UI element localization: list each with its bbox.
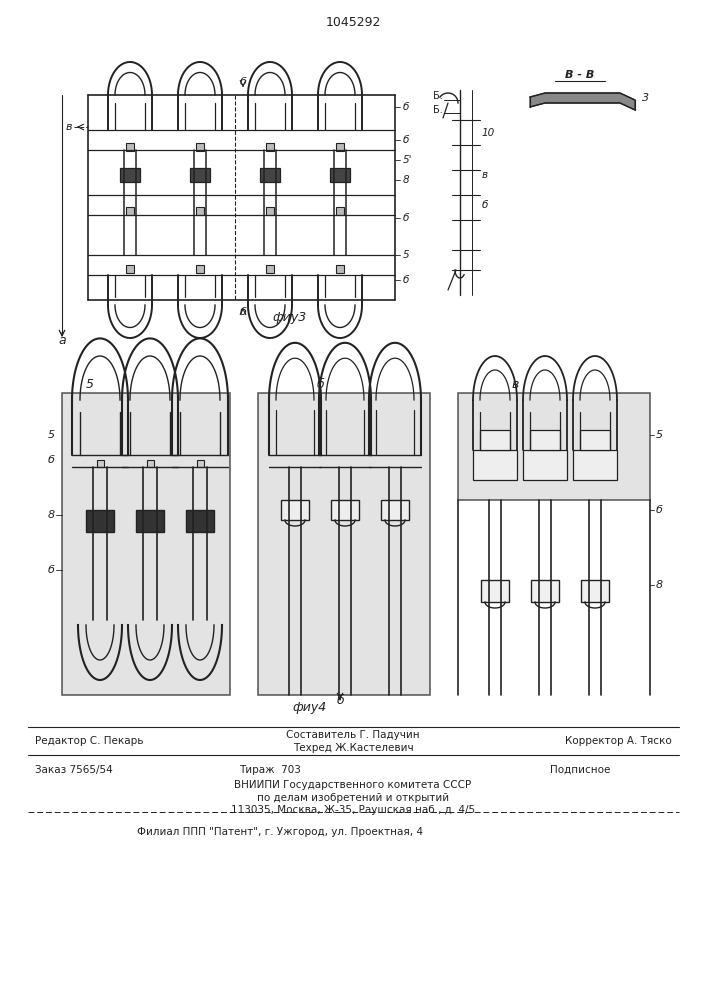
Bar <box>266 207 274 215</box>
Text: Заказ 7565/54: Заказ 7565/54 <box>35 765 112 775</box>
Bar <box>190 168 210 182</box>
Text: Филиал ППП "Патент", г. Ужгород, ул. Проектная, 4: Филиал ППП "Патент", г. Ужгород, ул. Про… <box>137 827 423 837</box>
Text: б: б <box>403 135 409 145</box>
Text: Подписное: Подписное <box>550 765 610 775</box>
Polygon shape <box>530 93 635 110</box>
Bar <box>336 207 344 215</box>
Text: б: б <box>240 77 247 87</box>
Text: по делам изобретений и открытий: по делам изобретений и открытий <box>257 793 449 803</box>
Text: фиу3: фиу3 <box>273 312 307 324</box>
Text: Редактор С. Пекарь: Редактор С. Пекарь <box>35 736 144 746</box>
Bar <box>196 265 204 273</box>
Text: 8: 8 <box>403 175 409 185</box>
Bar <box>197 460 204 467</box>
Bar <box>473 450 517 480</box>
Bar <box>266 265 274 273</box>
Text: 5': 5' <box>403 155 412 165</box>
Bar <box>523 450 567 480</box>
Text: в: в <box>482 170 488 180</box>
Text: б: б <box>403 275 409 285</box>
Text: б: б <box>336 694 344 706</box>
Bar <box>260 168 280 182</box>
Text: 3: 3 <box>642 93 649 103</box>
Bar <box>480 430 510 450</box>
Bar <box>331 500 359 520</box>
Bar <box>458 393 650 500</box>
Bar <box>86 510 114 532</box>
Bar <box>126 143 134 151</box>
Text: б: б <box>48 565 55 575</box>
Text: 1045292: 1045292 <box>325 15 380 28</box>
Bar <box>120 168 140 182</box>
Text: в: в <box>66 122 72 132</box>
Text: б: б <box>656 505 663 515</box>
Text: Тираж  703: Тираж 703 <box>239 765 301 775</box>
Bar <box>530 430 560 450</box>
Text: Техред Ж.Кастелевич: Техред Ж.Кастелевич <box>293 743 414 753</box>
Bar <box>126 265 134 273</box>
Bar <box>581 580 609 602</box>
Bar <box>186 510 214 532</box>
Bar <box>336 265 344 273</box>
Text: б: б <box>403 213 409 223</box>
Bar <box>481 580 509 602</box>
Text: б: б <box>48 455 55 465</box>
Bar <box>97 460 104 467</box>
Bar <box>573 450 617 480</box>
Text: 10: 10 <box>482 128 495 138</box>
Text: 113035, Москва, Ж-35, Раушская наб., д. 4/5: 113035, Москва, Ж-35, Раушская наб., д. … <box>231 805 475 815</box>
Text: фиу4: фиу4 <box>293 702 327 714</box>
Text: ВНИИПИ Государственного комитета СССР: ВНИИПИ Государственного комитета СССР <box>235 780 472 790</box>
Text: 5: 5 <box>656 430 663 440</box>
Text: 8: 8 <box>656 580 663 590</box>
Text: a: a <box>58 334 66 347</box>
Text: 5: 5 <box>403 250 409 260</box>
Text: 5: 5 <box>48 430 55 440</box>
Text: 8: 8 <box>48 510 55 520</box>
Text: б: б <box>240 307 247 317</box>
Text: Б.: Б. <box>433 91 443 101</box>
Bar <box>330 168 350 182</box>
Text: б: б <box>482 200 489 210</box>
Bar <box>126 207 134 215</box>
Text: 5: 5 <box>86 378 94 391</box>
Text: Составитель Г. Падучин: Составитель Г. Падучин <box>286 730 420 740</box>
Bar <box>336 143 344 151</box>
Bar <box>147 460 154 467</box>
Text: Б.: Б. <box>433 105 443 115</box>
Bar <box>136 510 164 532</box>
Bar <box>196 207 204 215</box>
Bar <box>580 430 610 450</box>
Text: В - В: В - В <box>566 70 595 80</box>
Bar <box>266 143 274 151</box>
Bar <box>258 393 430 695</box>
Text: в: в <box>511 378 519 391</box>
Text: б: б <box>403 102 409 112</box>
Bar <box>281 500 309 520</box>
Text: б: б <box>316 378 324 391</box>
Bar <box>196 143 204 151</box>
Text: Корректор А. Тяско: Корректор А. Тяско <box>566 736 672 746</box>
Bar <box>531 580 559 602</box>
Bar <box>381 500 409 520</box>
Bar <box>62 393 230 695</box>
